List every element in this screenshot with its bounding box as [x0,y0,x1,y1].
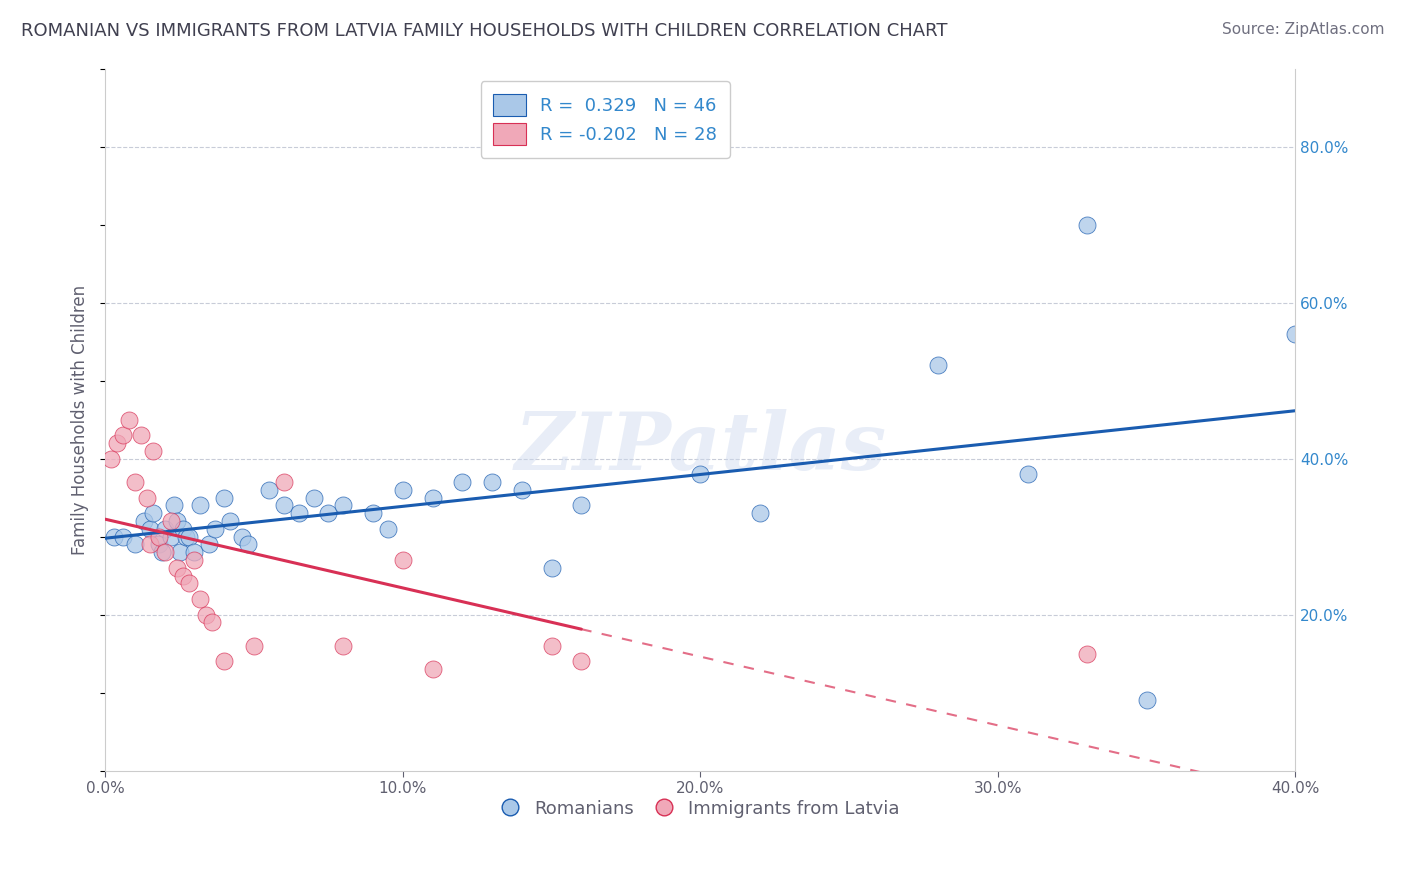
Point [1284,326,1306,341]
Text: ZIPatlas: ZIPatlas [515,409,886,486]
Point [166,514,188,528]
Point [302,491,325,505]
Point [159,514,181,528]
Point [481,475,503,489]
Point [183,545,205,559]
Point [166,561,188,575]
Point [174,530,197,544]
Point [1076,218,1098,232]
Point [540,561,562,575]
Point [273,475,295,489]
Point [153,545,176,559]
Point [124,537,146,551]
Point [139,522,162,536]
Text: Source: ZipAtlas.com: Source: ZipAtlas.com [1222,22,1385,37]
Point [451,475,474,489]
Point [118,412,141,426]
Point [1136,693,1159,707]
Point [422,662,444,676]
Point [198,537,221,551]
Point [422,491,444,505]
Point [153,522,176,536]
Point [177,530,200,544]
Point [135,491,157,505]
Point [391,483,413,497]
Point [257,483,280,497]
Point [212,491,235,505]
Point [190,499,212,513]
Point [103,530,125,544]
Point [100,451,122,466]
Point [332,639,354,653]
Point [172,522,194,536]
Point [148,537,170,551]
Point [139,537,162,551]
Point [190,592,212,607]
Point [318,506,340,520]
Point [212,655,235,669]
Point [273,499,295,513]
Y-axis label: Family Households with Children: Family Households with Children [72,285,89,555]
Point [112,428,135,442]
Point [183,553,205,567]
Point [148,530,170,544]
Point [150,545,173,559]
Point [132,514,155,528]
Point [569,655,592,669]
Point [236,537,259,551]
Text: ROMANIAN VS IMMIGRANTS FROM LATVIA FAMILY HOUSEHOLDS WITH CHILDREN CORRELATION C: ROMANIAN VS IMMIGRANTS FROM LATVIA FAMIL… [21,22,948,40]
Point [569,499,592,513]
Point [689,467,711,482]
Point [177,576,200,591]
Point [361,506,384,520]
Point [129,428,152,442]
Point [377,522,399,536]
Point [142,506,165,520]
Point [124,475,146,489]
Point [540,639,562,653]
Legend: Romanians, Immigrants from Latvia: Romanians, Immigrants from Latvia [494,792,907,825]
Point [231,530,253,544]
Point [1076,647,1098,661]
Point [163,499,186,513]
Point [169,545,191,559]
Point [332,499,354,513]
Point [105,436,128,450]
Point [748,506,770,520]
Point [391,553,413,567]
Point [1017,467,1039,482]
Point [204,522,226,536]
Point [243,639,266,653]
Point [142,443,165,458]
Point [159,530,181,544]
Point [172,568,194,582]
Point [112,530,135,544]
Point [219,514,242,528]
Point [510,483,533,497]
Point [927,358,949,372]
Point [201,615,224,630]
Point [195,607,218,622]
Point [287,506,309,520]
